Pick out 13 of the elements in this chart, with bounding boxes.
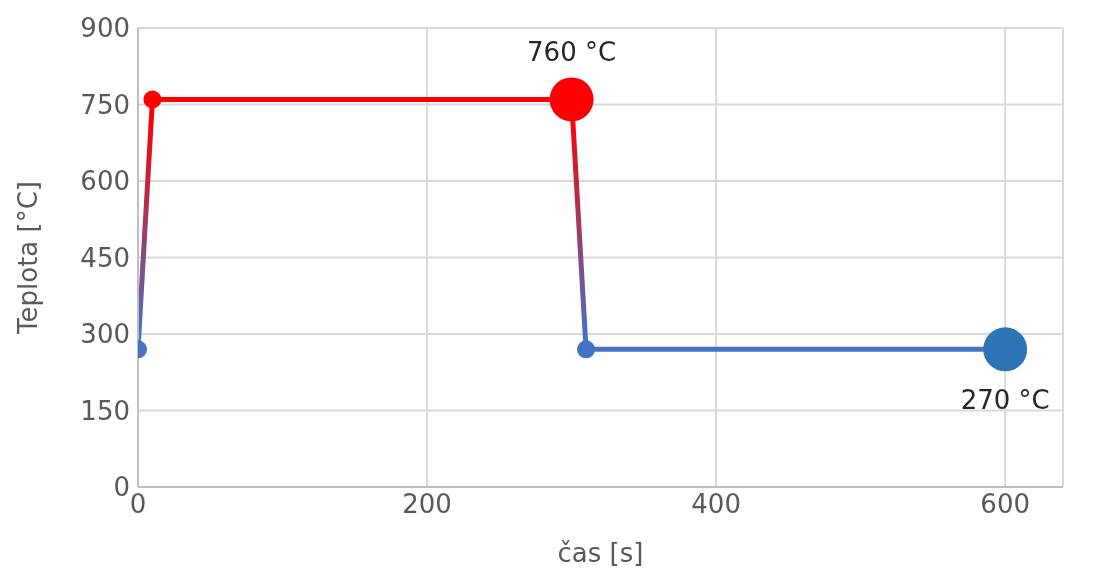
x-tick-label: 600 <box>980 489 1031 520</box>
annotation: 270 °C <box>960 385 1050 416</box>
y-tick-label: 750 <box>80 89 130 120</box>
y-tick-label: 150 <box>80 395 130 426</box>
y-tick-label: 600 <box>80 166 130 197</box>
annotation: 760 °C <box>527 37 617 68</box>
x-tick-label: 400 <box>691 489 741 520</box>
x-axis-title: čas [s] <box>557 538 644 568</box>
y-tick-label: 900 <box>80 13 130 44</box>
x-tick-label: 200 <box>402 489 452 520</box>
y-tick-label: 450 <box>80 242 130 273</box>
y-axis-title: Teplota [°C] <box>13 181 44 335</box>
y-tick-label: 300 <box>80 319 130 350</box>
